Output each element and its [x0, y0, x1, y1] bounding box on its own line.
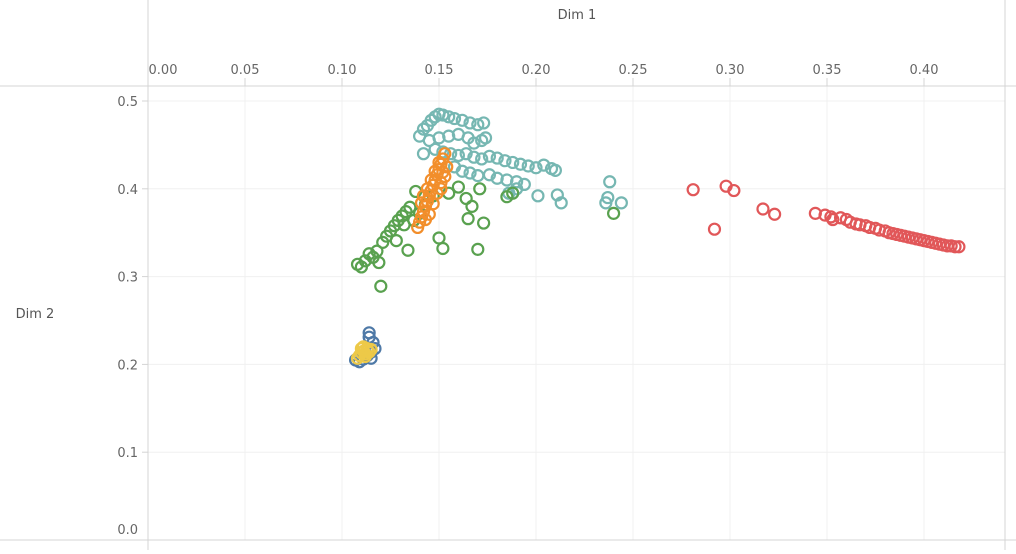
data-point[interactable] — [455, 164, 469, 178]
x-axis-ticks: 0.00 0.05 0.10 0.15 0.20 0.25 0.30 0.35 0.40 — [147, 63, 939, 86]
data-point[interactable] — [403, 200, 417, 214]
data-point[interactable] — [354, 341, 368, 356]
x-tick-label: 0.25 — [619, 63, 648, 78]
series-1 — [413, 107, 628, 210]
data-point[interactable] — [372, 255, 386, 270]
data-point[interactable] — [506, 155, 520, 170]
data-point[interactable] — [467, 136, 481, 150]
data-point[interactable] — [603, 175, 617, 189]
data-point[interactable] — [482, 168, 497, 182]
data-point[interactable] — [461, 212, 475, 226]
series-5 — [350, 340, 378, 365]
data-point[interactable] — [451, 148, 465, 163]
data-point[interactable] — [601, 190, 615, 205]
data-point[interactable] — [756, 202, 770, 216]
data-point[interactable] — [490, 151, 504, 165]
data-point[interactable] — [498, 154, 512, 168]
data-point[interactable] — [442, 110, 456, 124]
series-2 — [350, 180, 621, 293]
data-point[interactable] — [467, 150, 481, 164]
data-point[interactable] — [482, 149, 497, 163]
data-point[interactable] — [362, 247, 376, 261]
data-point[interactable] — [537, 158, 551, 172]
y-tick-label: 0.3 — [117, 271, 138, 286]
y-tick-label: 0.4 — [117, 183, 138, 198]
data-point[interactable] — [471, 242, 485, 256]
data-point[interactable] — [477, 216, 491, 230]
y-tick-label: 0.2 — [117, 358, 138, 373]
data-point[interactable] — [686, 183, 700, 197]
x-axis-title: Dim 1 — [558, 8, 597, 23]
series-0 — [686, 179, 966, 254]
data-point[interactable] — [465, 199, 479, 213]
data-point[interactable] — [478, 131, 493, 145]
x-tick-label: 0.30 — [716, 63, 745, 78]
data-point[interactable] — [455, 113, 469, 127]
data-point[interactable] — [473, 182, 487, 196]
data-point[interactable] — [506, 186, 520, 200]
y-axis-title: Dim 2 — [16, 307, 55, 322]
data-point[interactable] — [948, 240, 962, 254]
data-point[interactable] — [826, 212, 840, 227]
gridlines — [148, 86, 1005, 540]
data-point[interactable] — [952, 240, 966, 254]
data-point[interactable] — [414, 196, 429, 210]
y-axis-ticks: 0.0 0.1 0.2 0.3 0.4 0.5 — [117, 95, 148, 541]
data-point[interactable] — [707, 222, 722, 236]
data-point[interactable] — [531, 189, 545, 203]
y-tick-label: 0.0 — [117, 523, 138, 538]
data-point[interactable] — [434, 182, 448, 196]
data-point[interactable] — [416, 147, 431, 161]
data-point[interactable] — [768, 207, 782, 221]
data-point[interactable] — [436, 108, 450, 122]
y-tick-label: 0.5 — [117, 95, 138, 110]
data-point[interactable] — [554, 196, 568, 210]
data-point[interactable] — [374, 279, 388, 293]
data-points — [348, 107, 966, 369]
data-point[interactable] — [459, 147, 473, 161]
data-point[interactable] — [509, 175, 524, 189]
x-tick-label: 0.15 — [425, 63, 454, 78]
data-point[interactable] — [401, 243, 415, 257]
x-tick-label: 0.20 — [522, 63, 551, 78]
data-point[interactable] — [548, 163, 563, 177]
y-tick-label: 0.1 — [117, 446, 138, 461]
data-point[interactable] — [477, 116, 491, 130]
data-point[interactable] — [521, 159, 535, 173]
data-point[interactable] — [727, 183, 741, 198]
x-tick-label: 0.05 — [231, 63, 260, 78]
x-tick-label: 0.35 — [813, 63, 842, 78]
x-tick-label: 0.00 — [149, 63, 178, 78]
data-point[interactable] — [447, 111, 462, 126]
data-point[interactable] — [451, 180, 465, 194]
data-point[interactable] — [438, 147, 452, 161]
data-point[interactable] — [513, 157, 528, 171]
data-point[interactable] — [463, 166, 477, 180]
data-point[interactable] — [436, 241, 450, 256]
data-point[interactable] — [416, 189, 431, 203]
data-point[interactable] — [364, 342, 378, 357]
data-point[interactable] — [438, 169, 452, 184]
data-point[interactable] — [362, 326, 376, 340]
x-tick-label: 0.40 — [910, 63, 939, 78]
data-point[interactable] — [529, 161, 543, 175]
series-3 — [411, 147, 454, 235]
data-point[interactable] — [358, 254, 372, 268]
data-point[interactable] — [389, 234, 403, 248]
data-point[interactable] — [475, 152, 489, 166]
data-point[interactable] — [463, 116, 477, 130]
data-point[interactable] — [614, 196, 628, 210]
x-tick-label: 0.10 — [328, 63, 357, 78]
data-point[interactable] — [416, 122, 431, 136]
data-point[interactable] — [471, 118, 485, 132]
data-point[interactable] — [606, 206, 621, 220]
